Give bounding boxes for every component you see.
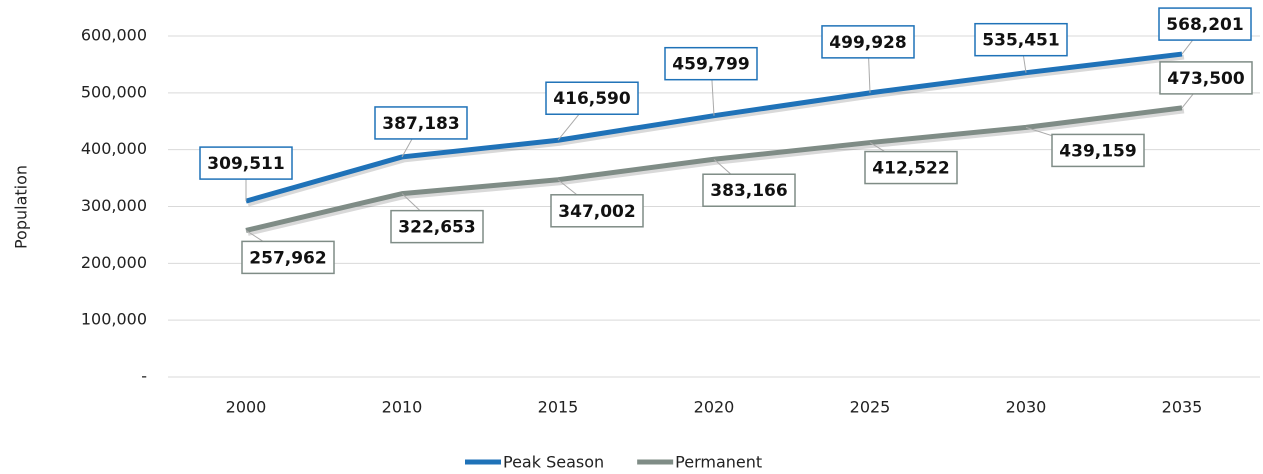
x-tick-label: 2000 — [226, 398, 267, 417]
data-label-group: 459,799 — [664, 46, 758, 116]
data-label-box — [702, 173, 796, 207]
x-tick-label: 2025 — [850, 398, 891, 417]
data-label: 412,522 — [872, 159, 949, 179]
data-label-group: 322,653 — [390, 193, 484, 244]
data-label-box — [864, 150, 958, 185]
data-label-group: 499,928 — [821, 25, 915, 93]
y-tick-label: 500,000 — [81, 82, 147, 101]
data-label-box — [974, 22, 1068, 57]
data-label: 439,159 — [1059, 141, 1136, 161]
data-label-group: 473,500 — [1159, 61, 1253, 109]
data-label: 309,511 — [207, 154, 284, 174]
y-tick-label: 300,000 — [81, 196, 147, 215]
x-tick-label: 2010 — [382, 398, 423, 417]
data-label-box — [545, 81, 639, 115]
data-label: 473,500 — [1167, 69, 1245, 89]
data-label-group: 347,002 — [550, 179, 644, 228]
shadow — [247, 108, 1185, 236]
shadow — [247, 54, 1185, 207]
data-label-box — [1051, 133, 1145, 168]
data-label-group: 309,511 — [199, 146, 293, 202]
data-label-box — [664, 46, 758, 81]
data-label: 416,590 — [553, 89, 631, 109]
data-label-group: 535,451 — [974, 22, 1068, 73]
y-tick-label: - — [141, 367, 147, 386]
legend-label: Permanent — [675, 453, 762, 472]
data-label-group: 416,590 — [545, 81, 639, 141]
data-label-box — [1158, 7, 1252, 41]
data-label-box — [390, 209, 484, 244]
data-label: 568,201 — [1166, 15, 1243, 35]
data-label-box — [374, 106, 468, 140]
data-label: 257,962 — [249, 248, 326, 268]
data-label: 499,928 — [829, 33, 906, 53]
data-label: 383,166 — [710, 181, 787, 201]
data-label: 322,653 — [398, 218, 475, 238]
data-label-group: 257,962 — [241, 229, 335, 275]
data-label-box — [1159, 61, 1253, 95]
y-axis-label: Population — [12, 165, 31, 249]
data-label: 347,002 — [558, 202, 635, 222]
y-tick-label: 100,000 — [81, 310, 147, 329]
y-tick-label: 200,000 — [81, 253, 147, 272]
x-tick-label: 2020 — [694, 398, 735, 417]
x-tick-label: 2035 — [1162, 398, 1203, 417]
data-label-group: 387,183 — [374, 106, 468, 158]
data-label: 459,799 — [672, 55, 749, 75]
data-label-group: 568,201 — [1158, 7, 1252, 55]
y-tick-label: 400,000 — [81, 139, 147, 158]
data-label: 387,183 — [382, 114, 459, 134]
data-label-box — [550, 194, 644, 228]
data-label-group: 439,159 — [1025, 126, 1145, 168]
data-label-box — [821, 25, 915, 59]
data-label: 535,451 — [982, 31, 1059, 51]
x-tick-label: 2015 — [538, 398, 579, 417]
legend-label: Peak Season — [503, 453, 604, 472]
data-label-group: 383,166 — [702, 158, 796, 207]
data-label-box — [199, 146, 293, 180]
y-tick-label: 600,000 — [81, 26, 147, 45]
data-label-group: 412,522 — [864, 142, 958, 185]
x-tick-label: 2030 — [1006, 398, 1047, 417]
data-label-box — [241, 240, 335, 275]
